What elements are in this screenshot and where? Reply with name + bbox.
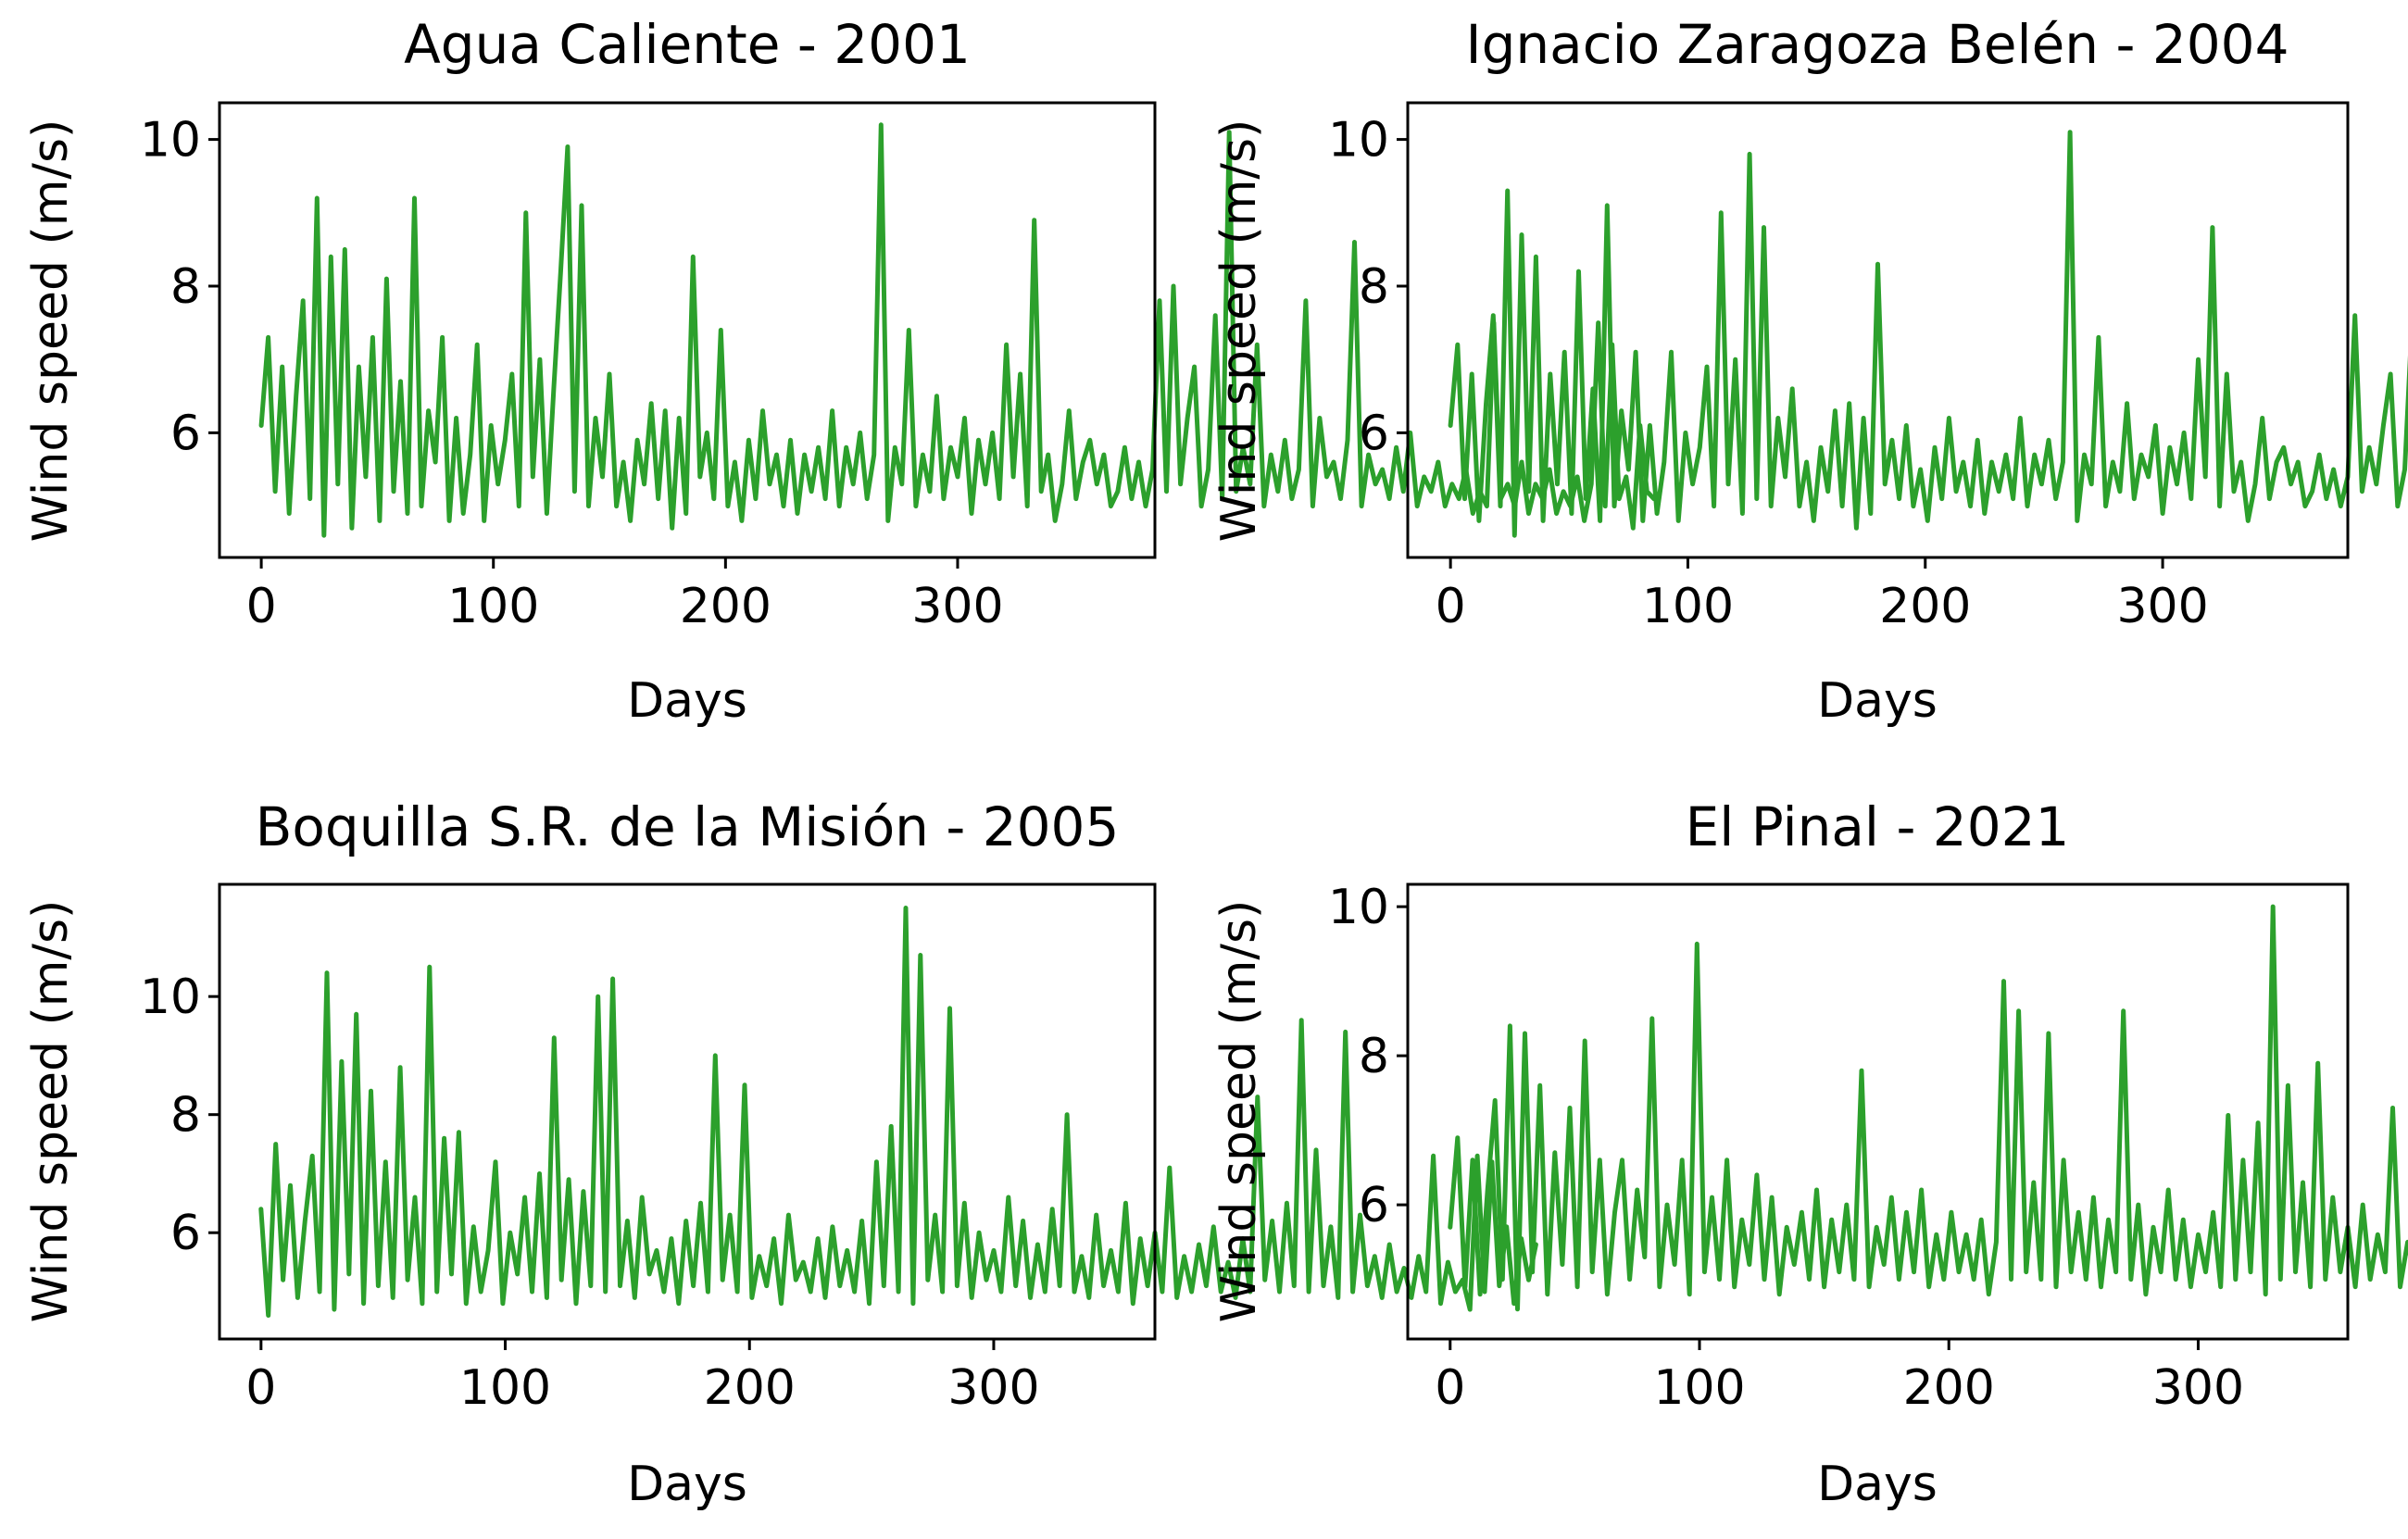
- x-tick-label: 100: [1653, 1360, 1745, 1416]
- y-tick-label: 8: [170, 1088, 201, 1144]
- x-tick-label: 200: [1879, 579, 1971, 634]
- plot-frame: [1406, 882, 2350, 1341]
- x-tick-label: 100: [459, 1360, 551, 1416]
- x-tick-label: 300: [2152, 1360, 2244, 1416]
- y-tick-label: 10: [140, 970, 201, 1025]
- y-axis-label: Wind speed (m/s): [23, 900, 79, 1323]
- y-tick-label: 10: [140, 113, 201, 169]
- x-tick-label: 100: [447, 579, 539, 634]
- series-line: [1448, 130, 2408, 538]
- x-tick-label: 200: [704, 1360, 796, 1416]
- y-tick-label: 6: [1359, 1178, 1389, 1233]
- y-tick-label: 10: [1328, 880, 1389, 935]
- x-tick-label: 200: [1903, 1360, 1995, 1416]
- y-tick-label: 8: [1359, 1029, 1389, 1084]
- x-tick-label: 0: [1435, 1360, 1465, 1416]
- panel-agua-caliente: Agua Caliente - 2001 Wind speed (m/s) Da…: [23, 13, 1657, 729]
- y-axis-label: Wind speed (m/s): [1211, 900, 1267, 1323]
- plot-frame: [1406, 101, 2350, 559]
- panel-boquilla-sr-de-la-mision: Boquilla S.R. de la Misión - 2005 Wind s…: [23, 795, 1538, 1512]
- y-tick-label: 10: [1328, 113, 1389, 169]
- plot-area: 0 100 200 300 6 8 10: [1328, 101, 2408, 634]
- panel-ignacio-zaragoza-belen: Ignacio Zaragoza Belén - 2004 Wind speed…: [1211, 13, 2408, 729]
- series-line: [258, 122, 1657, 538]
- x-tick-label: 300: [2116, 579, 2208, 634]
- x-tick-label: 100: [1642, 579, 1734, 634]
- y-tick-label: 8: [1359, 259, 1389, 315]
- x-tick-label: 300: [911, 579, 1003, 634]
- x-tick-label: 0: [245, 1360, 276, 1416]
- series-line: [1448, 904, 2408, 1312]
- x-tick-label: 300: [947, 1360, 1039, 1416]
- panel-el-pinal: El Pinal - 2021 Wind speed (m/s) Days 0 1…: [1211, 795, 2408, 1512]
- y-axis-label: Wind speed (m/s): [1211, 119, 1267, 543]
- y-axis-label: Wind speed (m/s): [23, 119, 79, 543]
- x-axis-label: Days: [1817, 673, 1938, 729]
- x-axis-label: Days: [627, 673, 747, 729]
- y-tick-label: 8: [170, 259, 201, 315]
- y-tick-label: 6: [170, 406, 201, 461]
- chart-title: Ignacio Zaragoza Belén - 2004: [1466, 13, 2289, 76]
- x-tick-label: 0: [246, 579, 277, 634]
- plot-frame: [218, 101, 1157, 559]
- x-axis-label: Days: [627, 1457, 747, 1512]
- chart-title: Agua Caliente - 2001: [404, 13, 971, 76]
- chart-title: Boquilla S.R. de la Misión - 2005: [256, 795, 1120, 858]
- x-axis-label: Days: [1817, 1457, 1938, 1512]
- y-tick-label: 6: [1359, 406, 1389, 461]
- series-line: [258, 906, 1538, 1318]
- x-tick-label: 200: [680, 579, 771, 634]
- plot-area: 0 100 200 300 6 8 10: [1328, 880, 2408, 1416]
- x-tick-label: 0: [1436, 579, 1466, 634]
- y-tick-label: 6: [170, 1206, 201, 1261]
- chart-title: El Pinal - 2021: [1686, 795, 2070, 858]
- plot-frame: [218, 882, 1157, 1341]
